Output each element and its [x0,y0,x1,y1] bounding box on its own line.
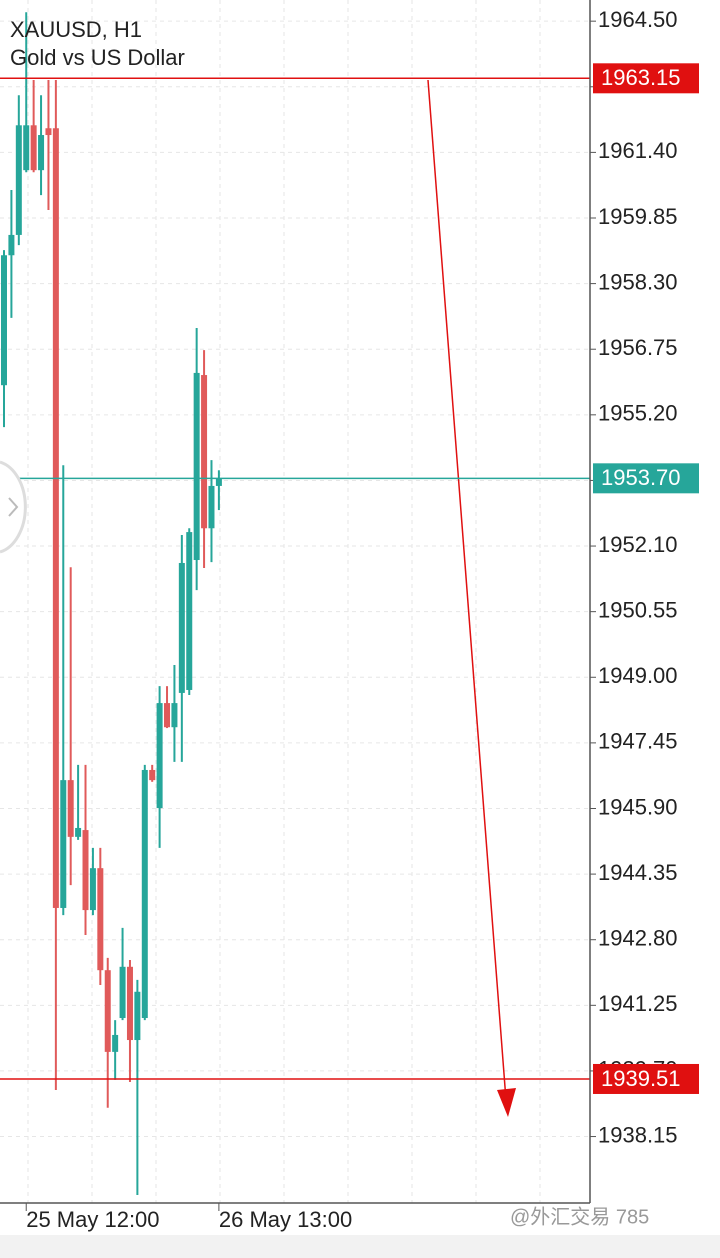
candle-body [30,125,37,171]
arrow-head [497,1088,516,1117]
y-tick-label: 1950.55 [598,597,678,622]
candle-body [75,827,82,837]
grid: 1964.501962.951961.401959.851958.301956.… [0,0,678,1232]
candle-body [97,868,104,971]
candle-body [8,234,15,256]
price-label: 1939.51 [601,1066,681,1091]
candle-body [67,780,74,837]
candle-body [164,703,171,728]
candle-body [215,478,222,486]
y-tick-label: 1959.85 [598,204,678,229]
y-tick-label: 1941.25 [598,991,678,1016]
candle-body [178,562,185,693]
y-tick-label: 1938.15 [598,1122,678,1147]
y-tick-label: 1942.80 [598,926,678,951]
candle-body [119,966,126,1019]
y-tick-label: 1958.30 [598,269,678,294]
candle-body [1,255,7,386]
candle-body [201,375,208,529]
price-label: 1963.15 [601,65,681,90]
candle-body [186,532,193,690]
candle-body [134,991,141,1041]
candle-body [45,128,52,136]
candle-body [193,372,200,561]
chart-subtitle: Gold vs US Dollar [10,45,185,70]
candle-body [82,830,89,911]
side-button-icon[interactable] [8,497,19,517]
candle-body [23,125,30,171]
arrow [427,79,507,1101]
candle-body [112,1034,119,1052]
side-button[interactable] [0,460,27,554]
candle-body [60,780,67,908]
candles [1,12,222,1195]
candle-body [126,966,133,1041]
y-tick-label: 1945.90 [598,794,678,819]
y-tick-label: 1956.75 [598,335,678,360]
price-label: 1953.70 [601,465,681,490]
candle-body [156,703,163,809]
candle-body [38,135,45,171]
y-tick-label: 1952.10 [598,532,678,557]
chart-title: XAUUSD, H1 [10,17,142,42]
x-tick-label: 25 May 12:00 [26,1207,159,1232]
candle-body [171,703,178,728]
candle-body [52,128,59,908]
y-tick-label: 1961.40 [598,138,678,163]
y-tick-label: 1947.45 [598,729,678,754]
y-tick-label: 1955.20 [598,401,678,426]
y-tick-label: 1964.50 [598,7,678,32]
bottom-bar [0,1235,720,1258]
candle-body [15,125,22,235]
side-button-shape[interactable] [0,460,27,554]
overlay: 1963.15 1953.70 1939.51 [0,63,699,1094]
price-label-box [593,1063,699,1094]
y-tick-label: 1949.00 [598,663,678,688]
candle-body [89,868,96,911]
watermark: @外汇交易 785 [510,1205,649,1228]
candle-body [149,769,156,781]
candle-body [208,485,215,529]
x-tick-label: 26 May 13:00 [219,1207,352,1232]
price-label-box [593,463,699,494]
y-tick-label: 1944.35 [598,860,678,885]
candle-body [104,970,111,1052]
price-label-box [593,63,699,94]
candle-body [141,769,148,1019]
